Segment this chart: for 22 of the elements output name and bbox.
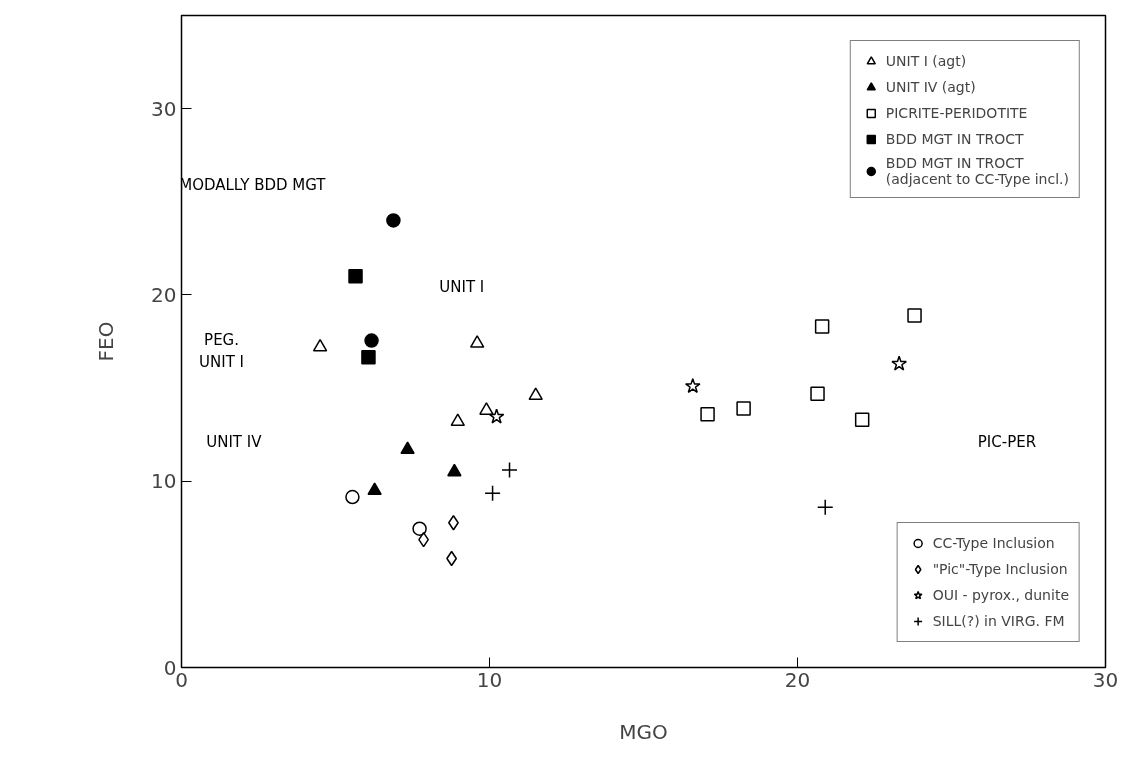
annotation: MODALLY BDD MGT [179, 176, 327, 195]
legend-label: BDD MGT IN TROCT (adjacent to CC-Type incl.) [885, 155, 1069, 187]
x-tick-label: 10 [476, 667, 503, 692]
annotation: PIC-PER [977, 433, 1037, 452]
y-tick-label: 30 [151, 96, 177, 121]
legend-label: UNIT I (agt) [885, 53, 967, 69]
legend-label: "Pic"-Type Inclusion [932, 561, 1068, 577]
legend-label: UNIT IV (agt) [885, 79, 976, 95]
x-tick-label: 20 [784, 667, 811, 692]
x-tick-label: 30 [1092, 667, 1119, 692]
annotation: UNIT I [439, 278, 485, 297]
y-tick-label: 10 [151, 469, 177, 494]
legend-label: OUI - pyrox., dunite [932, 587, 1069, 603]
legend-label: PICRITE-PERIDOTITE [885, 105, 1028, 121]
y-axis-title: FEO [94, 321, 119, 362]
annotation: UNIT IV [206, 433, 263, 452]
y-tick-label: 20 [151, 282, 177, 307]
annotation: PEG. UNIT I [199, 331, 245, 371]
legend-label: CC-Type Inclusion [932, 535, 1055, 551]
legend-label: BDD MGT IN TROCT [885, 131, 1024, 147]
legend-label: SILL(?) in VIRG. FM [932, 613, 1065, 629]
x-axis-title: MGO [619, 719, 668, 744]
